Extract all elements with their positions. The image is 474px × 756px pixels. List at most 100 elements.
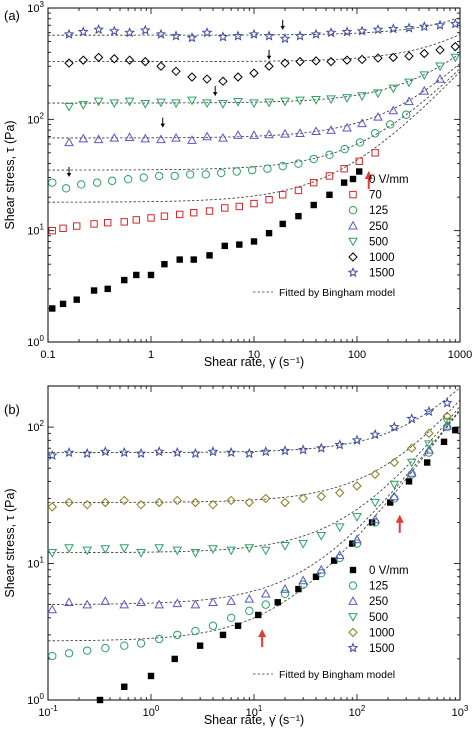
data-point: [233, 98, 243, 107]
x-tick-label: 100: [143, 704, 160, 719]
x-tick-label: 10-1: [38, 704, 58, 719]
data-point: [49, 305, 56, 312]
data-point: [442, 420, 452, 430]
data-point: [47, 604, 58, 614]
data-point: [78, 55, 88, 65]
fit-line-1: [48, 410, 460, 642]
arrow-down-marker: [280, 19, 285, 30]
data-point: [82, 499, 92, 510]
data-point: [424, 444, 434, 454]
data-point: [387, 23, 399, 34]
y-tick-label: 101: [27, 556, 44, 571]
data-point: [120, 641, 129, 650]
data-point: [342, 55, 352, 65]
data-point: [342, 94, 352, 103]
data-point: [316, 564, 327, 574]
data-point: [119, 495, 129, 506]
data-point: [124, 132, 135, 141]
data-point: [325, 150, 334, 160]
data-point: [124, 97, 135, 107]
data-point: [64, 597, 74, 606]
data-point: [260, 446, 272, 457]
data-point: [176, 210, 184, 219]
data-point: [404, 96, 414, 106]
x-tick-label: 102: [349, 704, 366, 719]
data-point: [355, 168, 363, 175]
legend-fit-label: Fitted by Bingham model: [279, 287, 395, 299]
data-point: [133, 271, 140, 279]
data-point: [340, 179, 348, 186]
data-point: [64, 58, 74, 68]
series-2: [47, 420, 452, 614]
data-point: [171, 99, 181, 109]
data-point: [298, 580, 308, 589]
data-point: [93, 23, 104, 35]
data-point: [202, 74, 212, 84]
data-point: [419, 48, 429, 59]
data-point: [423, 405, 435, 417]
data-point: [217, 31, 229, 42]
data-point: [325, 172, 334, 180]
data-point: [389, 480, 400, 490]
data-point: [136, 549, 146, 558]
data-point: [161, 260, 168, 268]
data-point: [96, 696, 104, 704]
data-point: [201, 27, 213, 38]
data-point: [202, 99, 212, 109]
data-point: [385, 120, 395, 129]
data-point: [77, 26, 89, 37]
fit-line-3: [48, 63, 460, 139]
data-point: [261, 600, 270, 609]
series-2: [48, 110, 411, 193]
data-point: [406, 458, 417, 468]
data-point: [340, 165, 348, 173]
data-point: [316, 491, 326, 502]
fit-line-4: [48, 53, 460, 104]
x-tick-label: 1: [148, 349, 154, 361]
data-point: [154, 497, 164, 508]
legend-label: 250: [369, 221, 388, 233]
data-point: [404, 78, 414, 88]
data-point: [371, 149, 379, 157]
data-point: [442, 417, 452, 427]
data-point: [140, 56, 150, 67]
data-point: [100, 596, 111, 605]
data-point: [357, 54, 367, 65]
data-point: [132, 216, 141, 224]
legend-marker: [348, 596, 358, 605]
data-point: [340, 144, 349, 154]
data-point: [205, 207, 214, 215]
data-point: [190, 447, 201, 459]
data-point: [76, 180, 86, 189]
data-point: [260, 546, 271, 556]
data-point: [312, 573, 320, 580]
data-point: [334, 439, 346, 450]
data-point: [90, 287, 98, 294]
data-point: [64, 649, 74, 658]
data-point: [171, 655, 178, 663]
legend-marker: [349, 190, 357, 199]
data-point: [265, 229, 273, 237]
legend-label: 1000: [369, 627, 395, 639]
data-point: [418, 21, 430, 32]
data-point: [136, 597, 146, 606]
data-point: [64, 497, 74, 508]
data-point: [208, 545, 218, 554]
data-point: [225, 446, 237, 458]
data-point: [190, 209, 198, 217]
data-point: [119, 599, 130, 609]
data-point: [233, 72, 243, 82]
chart-panel-a: 0.1 1 10 100 1000 100 101 102 103 Shear rate, γ̇ …: [3, 0, 472, 369]
data-point: [109, 99, 120, 109]
data-point: [81, 447, 93, 459]
data-point: [298, 539, 308, 549]
data-point: [124, 55, 135, 65]
fit-line-5: [48, 33, 460, 62]
data-point: [370, 498, 380, 508]
data-point: [123, 174, 133, 184]
data-point: [373, 53, 383, 63]
arrow-up-marker: [364, 170, 373, 189]
data-point: [442, 411, 452, 421]
data-point: [190, 599, 201, 609]
